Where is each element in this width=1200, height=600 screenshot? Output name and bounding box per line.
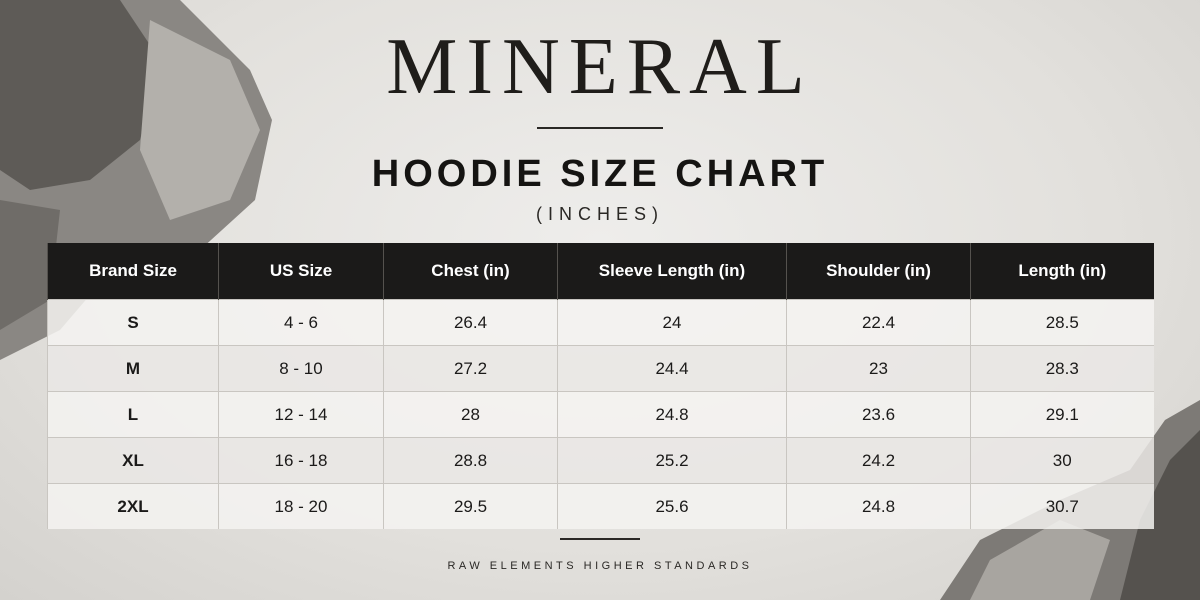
table-cell: 30.7 (970, 483, 1154, 529)
table-cell: 29.1 (970, 391, 1154, 438)
table-row: 2XL 18 - 20 29.5 25.6 24.8 30.7 (47, 483, 1154, 529)
table-cell: 12 - 14 (218, 391, 384, 438)
table-row: XL 16 - 18 28.8 25.2 24.2 30 (47, 437, 1154, 484)
table-cell: 28.5 (970, 299, 1154, 346)
rock (970, 520, 1110, 600)
rock (0, 200, 60, 330)
table-cell: 24.8 (786, 483, 971, 529)
table-cell: 28.3 (970, 345, 1154, 392)
table-cell: 18 - 20 (218, 483, 384, 529)
table-cell: 24.4 (557, 345, 787, 392)
table-cell: 24.2 (786, 437, 971, 484)
size-cell: L (47, 391, 219, 438)
title: HOODIE SIZE CHART (371, 153, 829, 195)
column-header: Chest (in) (383, 243, 558, 300)
size-cell: 2XL (47, 483, 219, 529)
table-cell: 25.6 (557, 483, 787, 529)
table-cell: 29.5 (383, 483, 558, 529)
table-cell: 4 - 6 (218, 299, 384, 346)
table-cell: 30 (970, 437, 1154, 484)
header-row: Brand Size US Size Chest (in) Sleeve Length… (47, 243, 1154, 300)
size-cell: S (47, 299, 219, 346)
column-header: Sleeve Length (in) (557, 243, 787, 300)
table-cell: 26.4 (383, 299, 558, 346)
size-cell: M (47, 345, 219, 392)
divider (537, 127, 663, 129)
size-table: Brand Size US Size Chest (in) Sleeve Length… (47, 243, 1154, 529)
table-cell: 24.8 (557, 391, 787, 438)
table-cell: 27.2 (383, 345, 558, 392)
column-header: Shoulder (in) (786, 243, 971, 300)
rock (140, 20, 260, 220)
table-cell: 24 (557, 299, 787, 346)
tagline: RAW ELEMENTS HIGHER STANDARDS (447, 560, 753, 572)
subtitle: (INCHES) (536, 204, 664, 224)
table-cell: 28 (383, 391, 558, 438)
table-cell: 16 - 18 (218, 437, 384, 484)
column-header: US Size (218, 243, 384, 300)
table-cell: 8 - 10 (218, 345, 384, 392)
brand: MINERAL (386, 23, 814, 111)
column-header: Length (in) (970, 243, 1154, 300)
table-cell: 23.6 (786, 391, 971, 438)
rock (1120, 430, 1200, 600)
table-cell: 28.8 (383, 437, 558, 484)
table-cell: 22.4 (786, 299, 971, 346)
size-cell: XL (47, 437, 219, 484)
divider (560, 538, 640, 540)
rock (0, 0, 160, 190)
table-cell: 23 (786, 345, 971, 392)
table-cell: 25.2 (557, 437, 787, 484)
table-row: L 12 - 14 28 24.8 23.6 29.1 (47, 391, 1154, 438)
column-header: Brand Size (47, 243, 219, 300)
